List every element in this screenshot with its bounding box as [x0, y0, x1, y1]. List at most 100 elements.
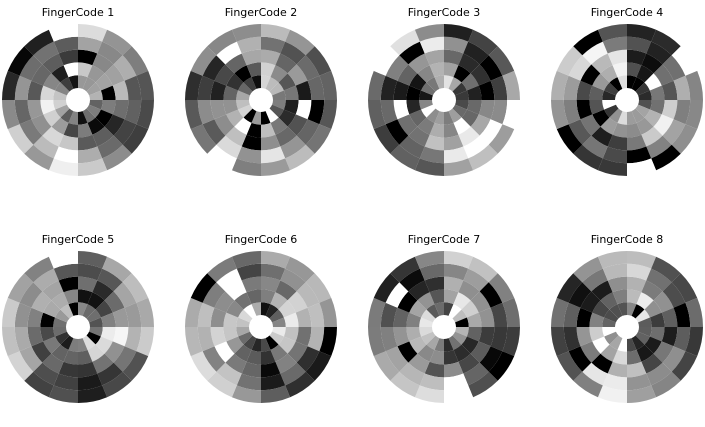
sector-cell	[373, 351, 400, 381]
sector-cell	[649, 327, 665, 342]
sector-cell	[685, 100, 703, 130]
sector-cell	[444, 49, 464, 66]
sector-cell	[95, 73, 113, 91]
sector-cell	[42, 280, 64, 301]
sector-cell	[295, 80, 312, 100]
sector-cell	[280, 268, 306, 292]
sector-cell	[573, 256, 603, 283]
sector-cell	[43, 300, 61, 318]
sector-cell	[612, 62, 627, 78]
sector-cell	[319, 297, 337, 327]
sector-cell	[421, 331, 436, 345]
sector-cell	[563, 100, 581, 125]
sector-cell	[95, 336, 113, 354]
sector-cell	[216, 135, 242, 159]
sector-cell	[197, 327, 215, 352]
sector-cell	[444, 251, 474, 269]
sector-cell	[275, 280, 297, 301]
sector-cell	[78, 251, 108, 269]
sector-cell	[86, 82, 101, 96]
sector-cell	[261, 338, 271, 352]
sector-cell	[644, 109, 662, 127]
sector-cell	[226, 109, 244, 127]
sector-cell	[617, 338, 627, 352]
sector-cell	[429, 62, 444, 78]
sector-cell	[502, 297, 520, 327]
sector-cell	[653, 341, 674, 363]
sector-cell	[2, 327, 20, 357]
sector-cell	[408, 126, 430, 147]
sector-cell	[591, 280, 613, 301]
sector-cell	[556, 351, 583, 381]
sector-cell	[573, 371, 603, 398]
sector-cell	[225, 280, 247, 301]
sector-cell	[671, 124, 698, 154]
sector-cell	[627, 146, 652, 164]
sector-cell	[641, 126, 663, 147]
sector-cell	[87, 65, 105, 83]
sector-cell	[261, 302, 271, 316]
sector-cell	[591, 353, 613, 374]
sector-cell	[295, 327, 312, 347]
sector-cell	[448, 108, 462, 123]
sector-cell	[604, 331, 619, 345]
sector-cell	[580, 114, 601, 136]
sector-cell	[368, 327, 386, 357]
sector-cell	[269, 309, 284, 323]
sector-cell	[78, 134, 98, 151]
sector-cell	[573, 29, 603, 56]
sector-cell	[419, 36, 444, 54]
sector-cell	[55, 331, 70, 345]
sector-cell	[190, 351, 217, 381]
sector-cell	[223, 85, 239, 100]
sector-cell	[275, 353, 297, 374]
sector-cell	[444, 263, 469, 281]
sector-cell	[102, 29, 132, 56]
sector-cell	[31, 291, 52, 313]
sector-cell	[261, 75, 271, 89]
sector-cell	[27, 327, 44, 347]
fingercode-panel-7: FingerCode 7	[359, 227, 529, 427]
sector-cell	[246, 62, 261, 78]
panel-title: FingerCode 6	[224, 233, 298, 246]
sector-cell	[463, 362, 489, 386]
sector-cell	[452, 331, 467, 345]
sector-cell	[600, 292, 618, 310]
sector-cell	[261, 111, 271, 125]
sector-cell	[78, 263, 103, 281]
sector-cell	[31, 341, 52, 363]
sector-cell	[82, 304, 96, 319]
sector-cell	[295, 307, 312, 327]
sector-cell	[112, 307, 129, 327]
sector-cell	[406, 312, 422, 327]
sector-cell	[580, 64, 601, 86]
sector-cell	[287, 341, 308, 363]
sector-cell	[261, 263, 286, 281]
sector-cell	[53, 373, 78, 391]
sector-cell	[685, 297, 703, 327]
sector-cell	[43, 73, 61, 91]
sector-cell	[453, 292, 471, 310]
sector-cell	[417, 292, 435, 310]
sector-cell	[190, 46, 217, 76]
fingercode-wheel	[185, 251, 337, 403]
sector-cell	[53, 263, 78, 281]
sector-cell	[589, 312, 605, 327]
sector-cell	[261, 251, 291, 269]
sector-cell	[617, 111, 627, 125]
sector-cell	[53, 317, 67, 327]
sector-cell	[609, 304, 623, 319]
sector-cell	[269, 82, 284, 96]
sector-cell	[58, 276, 78, 293]
sector-cell	[63, 62, 78, 78]
sector-cell	[417, 65, 435, 83]
sector-cell	[243, 335, 257, 350]
sector-cell	[214, 341, 235, 363]
sector-cell	[399, 41, 425, 65]
sector-cell	[592, 300, 610, 318]
sector-cell	[417, 344, 435, 362]
sector-cell	[269, 331, 284, 345]
sector-cell	[461, 109, 479, 127]
fingercode-panel-1: FingerCode 1	[0, 0, 163, 200]
sector-cell	[27, 307, 44, 327]
